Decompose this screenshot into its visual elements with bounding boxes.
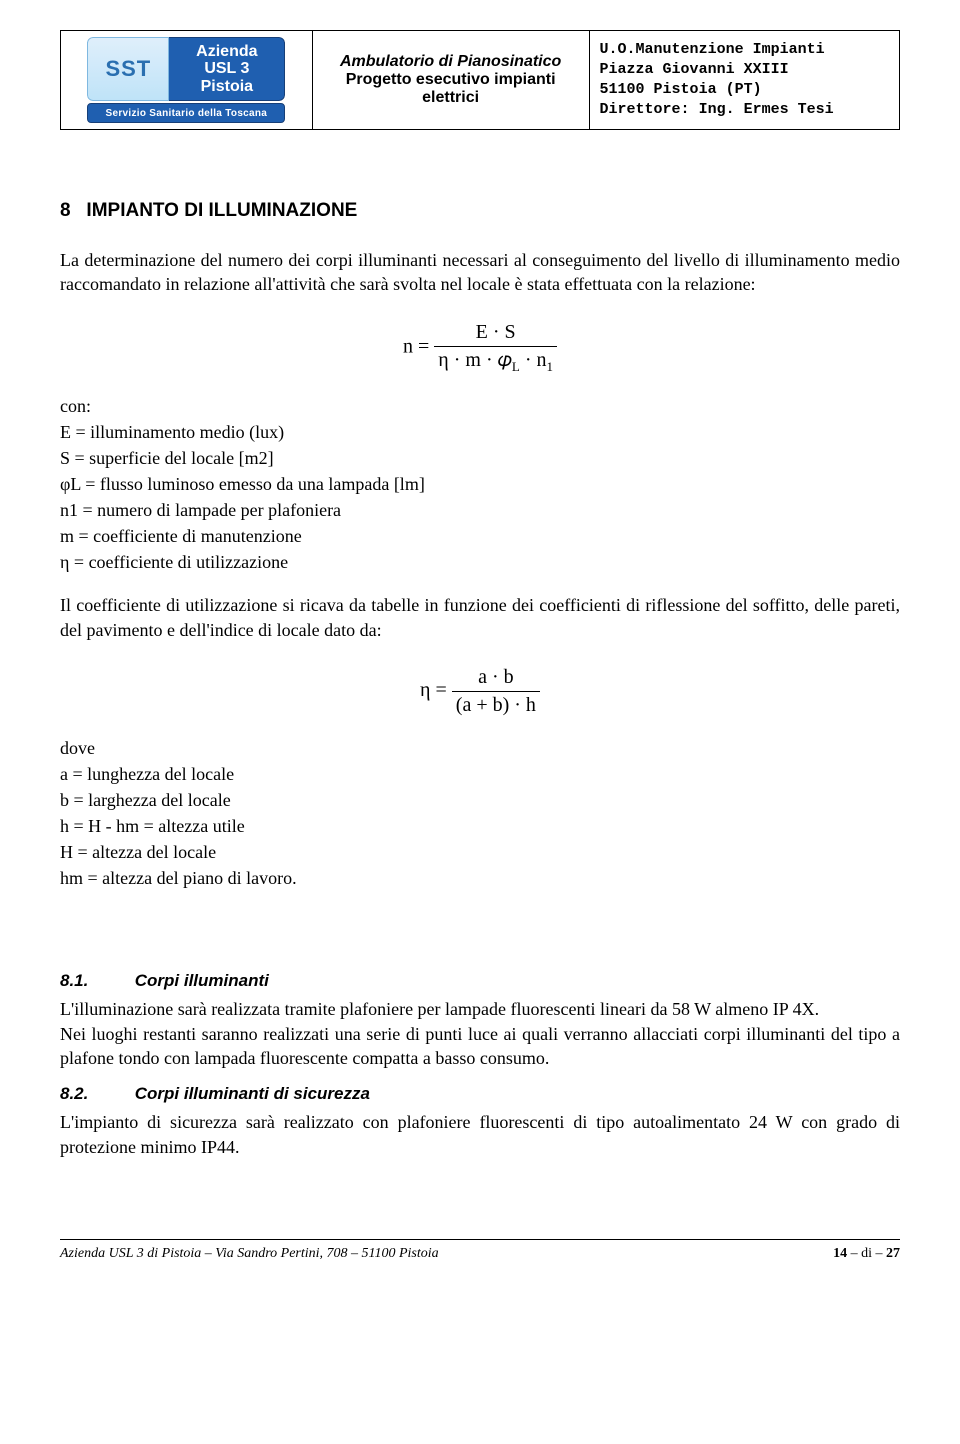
formula-n-num: E · S — [434, 321, 557, 347]
defs1-s: S = superficie del locale [m2] — [60, 445, 900, 471]
footer-page-cur: 14 — [833, 1246, 847, 1261]
logo-wrap: SST Azienda USL 3 Pistoia Servizio Sanit… — [87, 37, 285, 123]
defs2-b: b = larghezza del locale — [60, 787, 900, 813]
logo-usl: Azienda USL 3 Pistoia — [169, 37, 285, 101]
header-right-l1: U.O.Manutenzione Impianti — [600, 40, 889, 60]
section-title: IMPIANTO DI ILLUMINAZIONE — [86, 200, 357, 221]
sub81-p1: L'illuminazione sarà realizzata tramite … — [60, 997, 900, 1021]
defs1-m: m = coefficiente di manutenzione — [60, 523, 900, 549]
formula-eta-frac: a · b (a + b) · h — [452, 666, 540, 717]
header-table: SST Azienda USL 3 Pistoia Servizio Sanit… — [60, 30, 900, 130]
sub82-num: 8.2. — [60, 1084, 130, 1104]
sub81-p2: Nei luoghi restanti saranno realizzati u… — [60, 1022, 900, 1071]
logo-strip: Servizio Sanitario della Toscana — [87, 103, 285, 123]
formula-n-den: η · m · 𝜑L · n1 — [434, 347, 557, 375]
formula-eta-den: (a + b) · h — [452, 692, 540, 717]
defs2-h: h = H - hm = altezza utile — [60, 813, 900, 839]
formula-n: n = E · S η · m · 𝜑L · n1 — [60, 321, 900, 375]
logo-top: SST Azienda USL 3 Pistoia — [87, 37, 285, 101]
defs2-dove: dove — [60, 735, 900, 761]
defs1-n1: n1 = numero di lampade per plafoniera — [60, 497, 900, 523]
logo-usl-line3: Pistoia — [201, 78, 253, 96]
defs2-H: H = altezza del locale — [60, 839, 900, 865]
logo-sst: SST — [87, 37, 169, 101]
formula-eta: η = a · b (a + b) · h — [60, 666, 900, 717]
header-right-cell: U.O.Manutenzione Impianti Piazza Giovann… — [589, 31, 899, 130]
subheading-8-1: 8.1. Corpi illuminanti — [60, 971, 900, 991]
logo-usl-line1: Azienda — [196, 43, 257, 61]
page-root: SST Azienda USL 3 Pistoia Servizio Sanit… — [0, 0, 960, 1292]
sub82-title: Corpi illuminanti di sicurezza — [135, 1084, 370, 1103]
formula-n-lhs: n — [403, 335, 413, 357]
defs1-eta: η = coefficiente di utilizzazione — [60, 549, 900, 575]
header-right-l4: Direttore: Ing. Ermes Tesi — [600, 100, 889, 120]
sub81-num: 8.1. — [60, 971, 130, 991]
defs2-hm: hm = altezza del piano di lavoro. — [60, 865, 900, 891]
formula-n-den-sub: L — [512, 359, 520, 374]
formula-eta-lhs: η — [420, 679, 430, 701]
equals-sign-2: = — [436, 679, 452, 701]
header-mid-l2: Progetto esecutivo impianti — [323, 71, 579, 89]
footer-left: Azienda USL 3 di Pistoia – Via Sandro Pe… — [60, 1246, 439, 1262]
formula-n-den-sub2: 1 — [546, 359, 553, 374]
equals-sign: = — [418, 335, 434, 357]
header-right-l2: Piazza Giovanni XXIII — [600, 60, 889, 80]
header-mid-l3: elettrici — [323, 89, 579, 107]
defs1-phiL: φL = flusso luminoso emesso da una lampa… — [60, 471, 900, 497]
defs2-a: a = lunghezza del locale — [60, 761, 900, 787]
section-heading: 8 IMPIANTO DI ILLUMINAZIONE — [60, 200, 900, 222]
defs1-con: con: — [60, 393, 900, 419]
header-right-l3: 51100 Pistoia (PT) — [600, 80, 889, 100]
formula-n-den-part2: · n — [520, 349, 547, 371]
intro-paragraph: La determinazione del numero dei corpi i… — [60, 248, 900, 297]
sub81-title: Corpi illuminanti — [135, 971, 269, 990]
formula-eta-num: a · b — [452, 666, 540, 692]
defs1-e: E = illuminamento medio (lux) — [60, 419, 900, 445]
defs1: con: E = illuminamento medio (lux) S = s… — [60, 393, 900, 576]
header-mid-cell: Ambulatorio di Pianosinatico Progetto es… — [312, 31, 589, 130]
section-number: 8 — [60, 200, 71, 221]
header-logo-cell: SST Azienda USL 3 Pistoia Servizio Sanit… — [61, 31, 313, 130]
footer-page-tot: 27 — [886, 1246, 900, 1261]
logo-usl-line2: USL 3 — [204, 60, 249, 78]
sub82-p1: L'impianto di sicurezza sarà realizzato … — [60, 1110, 900, 1159]
para2: Il coefficiente di utilizzazione si rica… — [60, 593, 900, 642]
formula-n-den-part1: η · m · 𝜑 — [438, 349, 512, 371]
page-footer: Azienda USL 3 di Pistoia – Via Sandro Pe… — [60, 1239, 900, 1262]
formula-n-frac: E · S η · m · 𝜑L · n1 — [434, 321, 557, 375]
header-mid-l1: Ambulatorio di Pianosinatico — [323, 53, 579, 71]
defs2: dove a = lunghezza del locale b = larghe… — [60, 735, 900, 892]
footer-page-mid: – di – — [847, 1246, 886, 1261]
subheading-8-2: 8.2. Corpi illuminanti di sicurezza — [60, 1084, 900, 1104]
footer-page: 14 – di – 27 — [833, 1246, 900, 1262]
